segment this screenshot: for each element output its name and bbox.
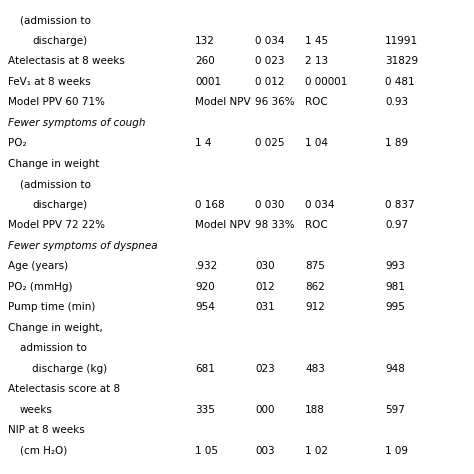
Text: Age (years): Age (years)	[8, 261, 68, 271]
Text: 912: 912	[305, 302, 325, 312]
Text: Fewer symptoms of cough: Fewer symptoms of cough	[8, 118, 146, 128]
Text: 0 00001: 0 00001	[305, 77, 347, 87]
Text: 31829: 31829	[385, 56, 418, 66]
Text: 0.97: 0.97	[385, 220, 408, 230]
Text: (cm H₂O): (cm H₂O)	[20, 446, 67, 456]
Text: 188: 188	[305, 405, 325, 415]
Text: 597: 597	[385, 405, 405, 415]
Text: 0 012: 0 012	[255, 77, 284, 87]
Text: 11991: 11991	[385, 36, 418, 46]
Text: Change in weight: Change in weight	[8, 159, 100, 169]
Text: 1 4: 1 4	[195, 138, 211, 148]
Text: 1 09: 1 09	[385, 446, 408, 456]
Text: Model PPV 60 71%: Model PPV 60 71%	[8, 97, 105, 107]
Text: 1 45: 1 45	[305, 36, 328, 46]
Text: 0 025: 0 025	[255, 138, 284, 148]
Text: PO₂: PO₂	[8, 138, 27, 148]
Text: Fewer symptoms of dyspnea: Fewer symptoms of dyspnea	[8, 241, 158, 251]
Text: FeV₁ at 8 weeks: FeV₁ at 8 weeks	[8, 77, 91, 87]
Text: 031: 031	[255, 302, 275, 312]
Text: 920: 920	[195, 282, 215, 292]
Text: discharge (kg): discharge (kg)	[32, 364, 107, 374]
Text: 335: 335	[195, 405, 215, 415]
Text: 981: 981	[385, 282, 405, 292]
Text: 023: 023	[255, 364, 275, 374]
Text: 000: 000	[255, 405, 274, 415]
Text: Model NPV: Model NPV	[195, 97, 251, 107]
Text: weeks: weeks	[20, 405, 53, 415]
Text: 948: 948	[385, 364, 405, 374]
Text: 1 04: 1 04	[305, 138, 328, 148]
Text: 995: 995	[385, 302, 405, 312]
Text: 1 05: 1 05	[195, 446, 218, 456]
Text: 012: 012	[255, 282, 275, 292]
Text: 2 13: 2 13	[305, 56, 328, 66]
Text: 0 030: 0 030	[255, 200, 284, 210]
Text: 0001: 0001	[195, 77, 221, 87]
Text: ROC: ROC	[305, 220, 328, 230]
Text: 483: 483	[305, 364, 325, 374]
Text: (admission to: (admission to	[20, 179, 91, 189]
Text: 96 36%: 96 36%	[255, 97, 295, 107]
Text: Pump time (min): Pump time (min)	[8, 302, 95, 312]
Text: Atelectasis score at 8: Atelectasis score at 8	[8, 384, 120, 394]
Text: 0 034: 0 034	[255, 36, 284, 46]
Text: 0 837: 0 837	[385, 200, 415, 210]
Text: 0 034: 0 034	[305, 200, 335, 210]
Text: Model PPV 72 22%: Model PPV 72 22%	[8, 220, 105, 230]
Text: ROC: ROC	[305, 97, 328, 107]
Text: 030: 030	[255, 261, 274, 271]
Text: 260: 260	[195, 56, 215, 66]
Text: 954: 954	[195, 302, 215, 312]
Text: 003: 003	[255, 446, 274, 456]
Text: 132: 132	[195, 36, 215, 46]
Text: discharge): discharge)	[32, 36, 87, 46]
Text: PO₂ (mmHg): PO₂ (mmHg)	[8, 282, 73, 292]
Text: 0 023: 0 023	[255, 56, 284, 66]
Text: .932: .932	[195, 261, 218, 271]
Text: 681: 681	[195, 364, 215, 374]
Text: 1 02: 1 02	[305, 446, 328, 456]
Text: Change in weight,: Change in weight,	[8, 323, 103, 333]
Text: 0 168: 0 168	[195, 200, 225, 210]
Text: 0.93: 0.93	[385, 97, 408, 107]
Text: 98 33%: 98 33%	[255, 220, 295, 230]
Text: 993: 993	[385, 261, 405, 271]
Text: Atelectasis at 8 weeks: Atelectasis at 8 weeks	[8, 56, 125, 66]
Text: 862: 862	[305, 282, 325, 292]
Text: 875: 875	[305, 261, 325, 271]
Text: 1 89: 1 89	[385, 138, 408, 148]
Text: NIP at 8 weeks: NIP at 8 weeks	[8, 425, 85, 435]
Text: Model NPV: Model NPV	[195, 220, 251, 230]
Text: admission to: admission to	[20, 343, 87, 353]
Text: (admission to: (admission to	[20, 15, 91, 25]
Text: 0 481: 0 481	[385, 77, 415, 87]
Text: discharge): discharge)	[32, 200, 87, 210]
